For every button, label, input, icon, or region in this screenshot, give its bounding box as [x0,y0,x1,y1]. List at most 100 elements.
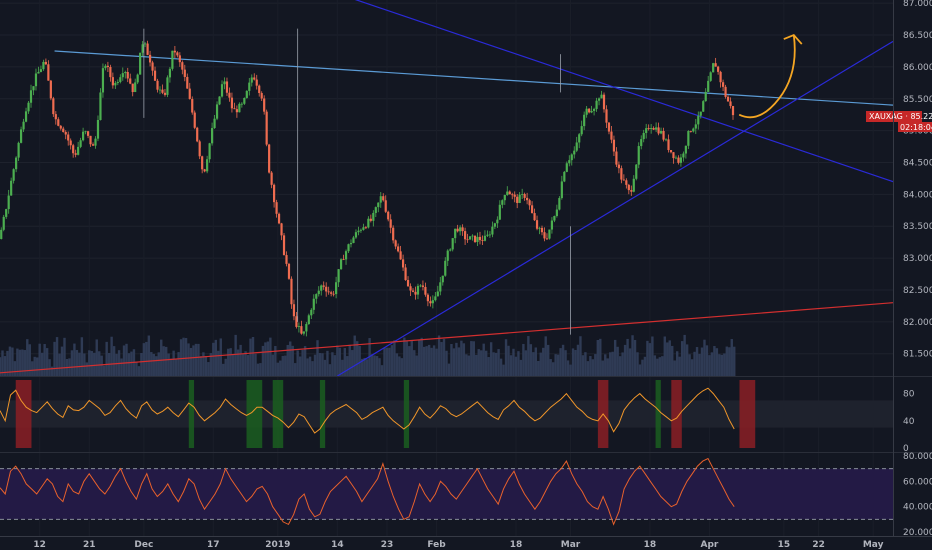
candle-body [275,202,278,214]
price-tick-label: 84.500 [903,159,932,169]
price-axis[interactable]: 87.00086.50086.00085.50085.00084.50084.0… [903,0,932,360]
volume-bar [427,344,431,376]
candle-body [655,127,658,130]
oscillator-tick-label: 40 [903,417,915,427]
candle-body [404,267,407,281]
candle-body [74,153,77,155]
volume-bar [321,353,324,376]
volume-bar [244,351,247,376]
trendlines[interactable] [0,0,894,377]
volume-bar [95,339,98,376]
volume-bar [653,355,657,376]
volume-bar [157,352,160,376]
candle-body [99,92,102,121]
trendline-long-term-support[interactable] [0,302,894,374]
candle-body [424,286,427,295]
volume-bar [28,344,31,376]
candle-body [439,282,442,292]
volume-bar [316,340,319,376]
candle-body [645,128,648,133]
oscillator-tick-label: 80 [903,390,915,400]
volume-bar [710,352,714,376]
candle-body [461,227,464,232]
volume-bar [323,359,327,376]
candle-body [704,91,707,102]
volume-bar [234,334,237,376]
volume-bar [613,339,617,376]
candle-body [22,121,25,130]
candle-body [508,191,511,195]
trendline-falling-channel[interactable] [347,0,894,183]
candle-body [27,102,30,112]
candle-body [129,78,132,84]
candle-body [69,140,72,146]
candle-body [374,207,377,213]
volume-bar [604,354,607,376]
candle-body [684,145,687,154]
candle-body [208,143,211,160]
candle-body [67,134,70,141]
candle-body [431,300,434,304]
projection-path[interactable] [738,34,796,119]
candle-body [32,86,35,91]
trendline-rising-support[interactable] [337,40,894,377]
candle-body [617,164,620,169]
volume-bar [425,346,428,376]
candle-body [392,227,395,241]
candle-body [516,196,519,203]
candle-body [59,125,62,129]
volume-bar [26,339,29,376]
candle-body [535,220,539,229]
candle-body [196,127,199,142]
candle-body [602,94,606,110]
volume-bar [105,341,108,376]
volume-bar [85,362,89,376]
candle-body [153,70,157,81]
candle-body [627,184,630,191]
volume-bar [365,359,369,376]
candle-body [434,296,437,301]
candle-body [694,124,697,129]
projection-arrow[interactable] [738,33,803,119]
candle-body [429,301,432,304]
candle-body [543,232,546,239]
candle-body [528,200,531,206]
volume-bar [693,351,696,376]
time-tick-label: 15 [778,540,791,550]
candle-body [10,180,13,196]
oscillator-2-pane[interactable]: 80.0000 60.0000 40.0000 20.0000 [0,452,932,538]
volume-bar [408,346,411,376]
candle-body [399,251,402,260]
projection-arrowhead [783,33,803,45]
volume-bar [281,355,284,376]
volume-bar [544,336,547,376]
volume-bar [418,339,421,376]
volume-bar [646,340,649,376]
time-tick-label: 23 [381,540,394,550]
candle-body [263,98,266,112]
candle-body [325,286,328,292]
candle-body [206,159,209,172]
time-axis[interactable]: 12 21 Dec 17 2019 14 23 Feb 18 Mar 18 Apr 15 22 May [33,540,883,550]
candle-body [327,291,330,293]
candle-body [702,101,705,112]
volume-bar [266,341,270,376]
volume-bar [435,348,438,376]
trendline-resistance[interactable] [54,50,894,106]
candle-body [486,234,489,236]
volume-bar [688,354,691,376]
candle-body [250,77,253,83]
volume-bar [31,361,34,376]
candle-body [719,71,722,83]
volume-bar [110,336,113,376]
volume-bar [452,348,456,376]
price-tick-label: 84.000 [903,190,932,200]
volume-bar [484,350,488,376]
volume-bar [122,345,126,376]
candle-body [669,150,673,153]
volume-bar [398,356,401,376]
oscillator-1-pane[interactable]: 80 40 0 [0,380,915,454]
volume-bar [318,353,322,376]
price-pane[interactable]: 87.00086.50086.00085.50085.00084.50084.0… [0,0,932,536]
